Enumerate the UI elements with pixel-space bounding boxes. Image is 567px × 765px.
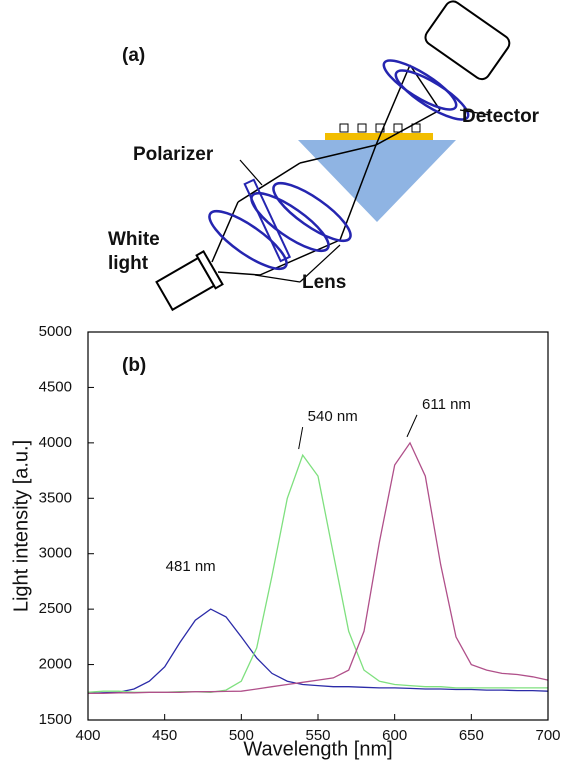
- peak-annotation: 540 nm: [308, 408, 358, 425]
- y-tick-label: 5000: [39, 323, 72, 340]
- x-axis-label: Wavelength [nm]: [243, 738, 392, 760]
- annotation-leader: [407, 415, 417, 437]
- x-tick-label: 450: [152, 727, 177, 744]
- y-tick-label: 3000: [39, 545, 72, 562]
- annotation-leader: [299, 427, 303, 449]
- detector: [422, 0, 512, 82]
- source-label: White: [108, 229, 160, 250]
- y-tick-label: 4500: [39, 378, 72, 395]
- peak-annotation: 481 nm: [166, 558, 216, 575]
- plot-frame: [88, 332, 548, 720]
- x-tick-label: 650: [459, 727, 484, 744]
- y-tick-label: 2500: [39, 600, 72, 617]
- y-tick-label: 3500: [39, 489, 72, 506]
- prism: [298, 140, 456, 222]
- y-tick-label: 1500: [39, 711, 72, 728]
- lens-label: Lens: [302, 272, 346, 293]
- series-line: [88, 455, 548, 692]
- setup-diagram: (a) Detector Polarizer White light Lens: [108, 0, 540, 312]
- y-axis-label: Light intensity [a.u.]: [10, 440, 32, 612]
- figure: (a) Detector Polarizer White light Lens …: [0, 0, 567, 765]
- detector-label: Detector: [462, 106, 540, 127]
- x-tick-label: 400: [75, 727, 100, 744]
- y-tick-label: 4000: [39, 434, 72, 451]
- y-tick-label: 2000: [39, 656, 72, 673]
- source-label: light: [108, 253, 149, 274]
- panel-label: (a): [122, 45, 145, 66]
- series-line: [88, 443, 548, 694]
- panel-label: (b): [122, 355, 146, 376]
- polarizer-label: Polarizer: [133, 144, 214, 165]
- peak-annotation: 611 nm: [422, 396, 471, 413]
- x-tick-label: 700: [535, 727, 560, 744]
